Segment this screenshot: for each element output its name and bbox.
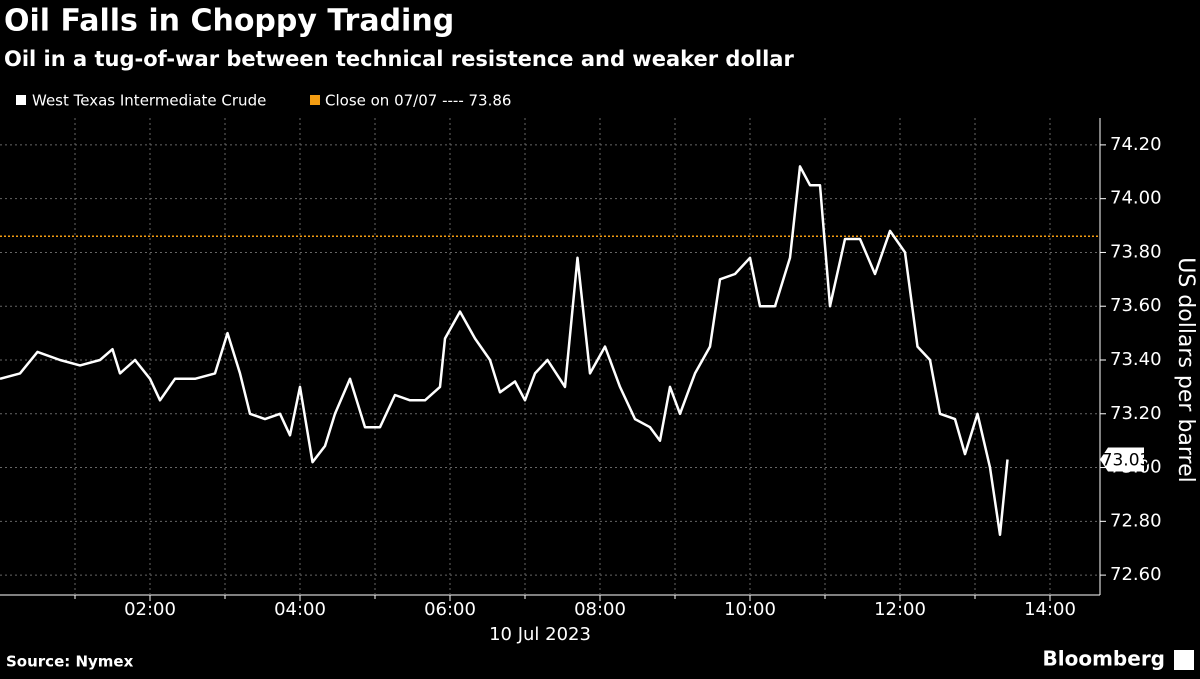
legend-swatch xyxy=(16,95,26,105)
y-tick-label: 72.80 xyxy=(1110,510,1162,531)
y-tick-label: 73.20 xyxy=(1110,403,1162,424)
last-value-label: 73.03 xyxy=(1102,450,1151,470)
y-tick-label: 73.40 xyxy=(1110,349,1162,370)
chart-subtitle: Oil in a tug-of-war between technical re… xyxy=(4,47,794,71)
last-value-tag xyxy=(1100,447,1144,472)
x-tick-label: 12:00 xyxy=(874,599,926,620)
price-line xyxy=(0,165,1009,537)
x-tick-label: 10:00 xyxy=(724,599,776,620)
y-tick-label: 74.00 xyxy=(1110,188,1162,209)
x-tick-label: 08:00 xyxy=(574,599,626,620)
y-tick-label: 73.80 xyxy=(1110,241,1162,262)
x-tick-label: 14:00 xyxy=(1024,599,1076,620)
x-tick-label: 06:00 xyxy=(424,599,476,620)
legend-entry: West Texas Intermediate Crude xyxy=(32,92,266,110)
legend-entry: Close on 07/07 ---- 73.86 xyxy=(325,92,511,110)
y-tick-label: 73.60 xyxy=(1110,295,1162,316)
y-tick-label: 72.60 xyxy=(1110,564,1162,585)
x-tick-label: 04:00 xyxy=(274,599,326,620)
chart-title: Oil Falls in Choppy Trading xyxy=(4,4,454,39)
y-tick-label: 74.20 xyxy=(1110,134,1162,155)
x-date-label: 10 Jul 2023 xyxy=(489,624,591,645)
brand: Bloomberg xyxy=(1043,647,1165,671)
brand-icon xyxy=(1174,650,1194,670)
source: Source: Nymex xyxy=(6,653,134,671)
x-tick-label: 02:00 xyxy=(124,599,176,620)
legend-swatch xyxy=(310,95,320,105)
y-axis-label: US dollars per barrel xyxy=(1173,257,1198,483)
